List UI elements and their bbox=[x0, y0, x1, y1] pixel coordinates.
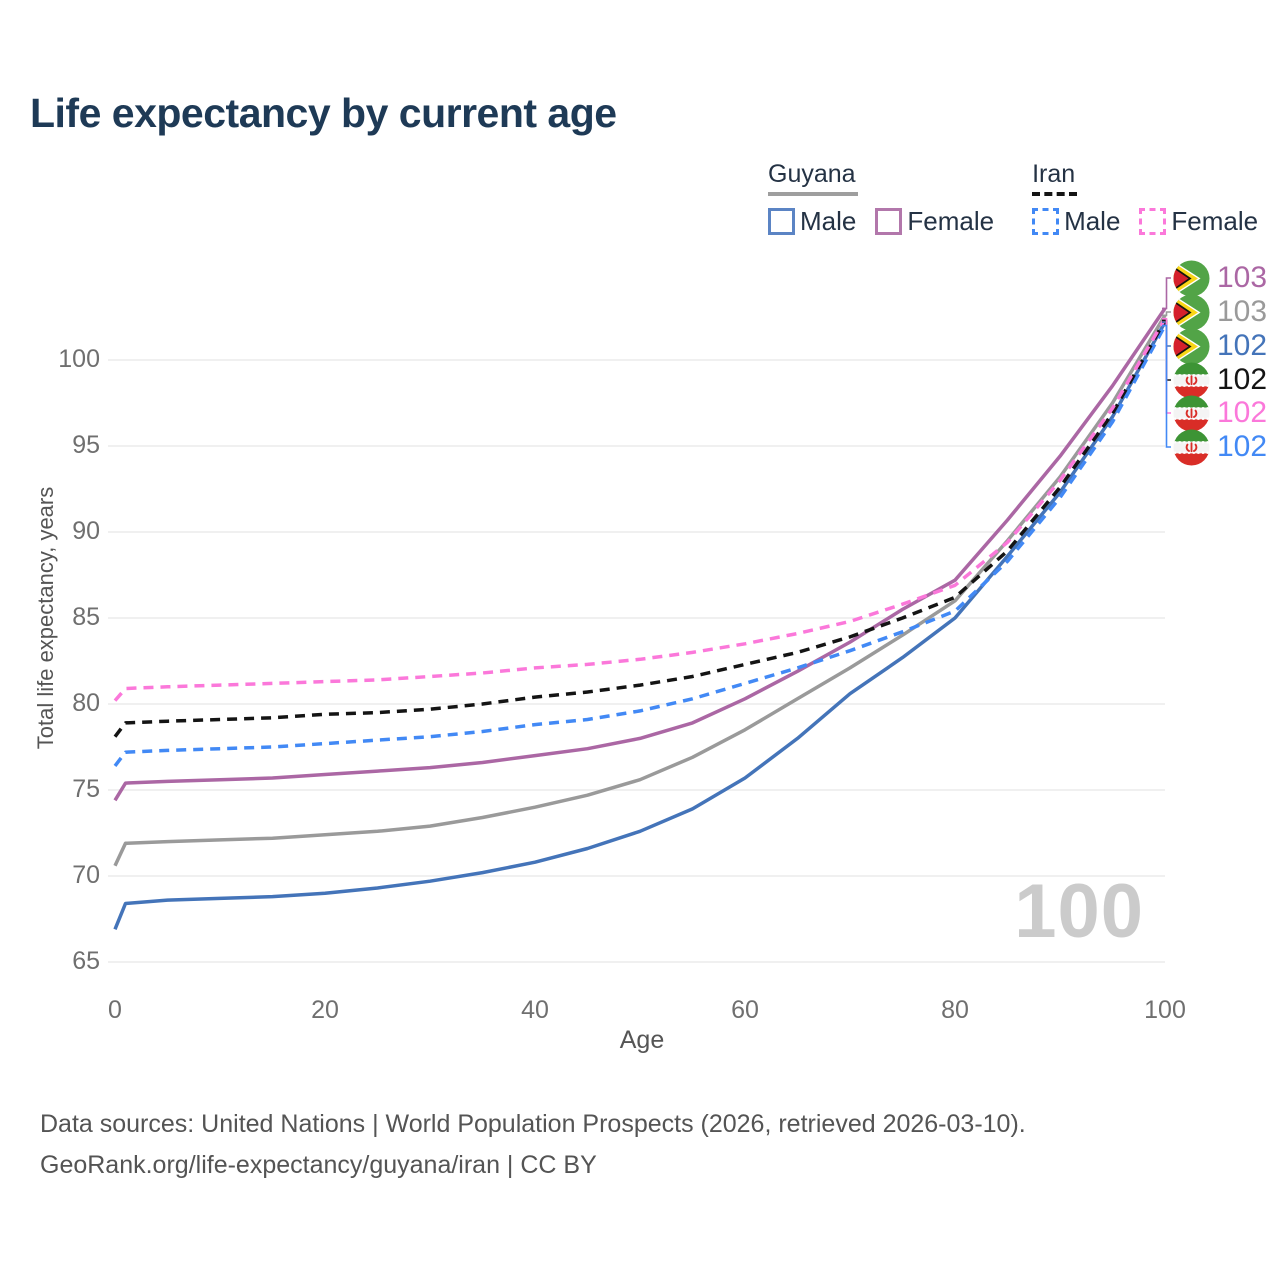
x-tick-label-100: 100 bbox=[1144, 996, 1186, 1024]
end-label-value: 103 bbox=[1217, 261, 1268, 294]
footer-data-sources: Data sources: United Nations | World Pop… bbox=[40, 1110, 1026, 1138]
legend: Guyana Male Female Iran Male bbox=[768, 160, 1258, 237]
end-label-guyana-male: 102 bbox=[1173, 327, 1267, 365]
y-tick-label-80: 80 bbox=[72, 689, 100, 717]
legend-item-iran-female[interactable]: Female bbox=[1139, 206, 1258, 237]
x-tick-label-80: 80 bbox=[941, 996, 969, 1024]
x-tick-label-60: 60 bbox=[731, 996, 759, 1024]
end-label-connector-guyana-both-sexes bbox=[1162, 311, 1171, 317]
iran-female-swatch-icon bbox=[1139, 208, 1167, 235]
end-label-iran-both-sexes: 102 bbox=[1173, 361, 1267, 399]
legend-items-iran: Male Female bbox=[1032, 206, 1258, 237]
footer: Data sources: United Nations | World Pop… bbox=[40, 1104, 1026, 1186]
end-label-guyana-female: 103 bbox=[1173, 259, 1267, 297]
legend-item-iran-male[interactable]: Male bbox=[1032, 206, 1120, 237]
x-axis-title: Age bbox=[619, 1026, 665, 1054]
guyana-flag-icon bbox=[1173, 327, 1210, 365]
legend-country-guyana[interactable]: Guyana bbox=[768, 160, 858, 196]
x-tick-label-40: 40 bbox=[521, 996, 549, 1024]
legend-items-guyana: Male Female bbox=[768, 206, 994, 237]
end-label-iran-female: 102 bbox=[1173, 394, 1267, 432]
legend-item-label: Male bbox=[800, 206, 857, 236]
end-label-connector-guyana-female bbox=[1162, 277, 1171, 310]
end-label-value: 102 bbox=[1217, 363, 1268, 396]
legend-country-label: Guyana bbox=[768, 160, 856, 188]
legend-item-guyana-male[interactable]: Male bbox=[768, 206, 856, 237]
end-label-iran-male: 102 bbox=[1173, 428, 1267, 466]
age-watermark: 100 bbox=[1014, 869, 1144, 954]
legend-country-iran[interactable]: Iran bbox=[1032, 160, 1078, 196]
legend-group-guyana: Guyana Male Female bbox=[768, 160, 994, 237]
y-tick-label-65: 65 bbox=[72, 947, 100, 975]
y-tick-label-70: 70 bbox=[72, 861, 100, 889]
y-tick-label-90: 90 bbox=[72, 517, 100, 545]
guyana-flag-icon bbox=[1173, 259, 1210, 297]
series-line-iran-male[interactable] bbox=[113, 324, 1167, 767]
legend-country-label: Iran bbox=[1032, 160, 1076, 188]
end-label-guyana-both-sexes: 103 bbox=[1173, 293, 1267, 331]
y-tick-label-95: 95 bbox=[72, 431, 100, 459]
end-label-value: 102 bbox=[1217, 329, 1268, 362]
iran-male-swatch-icon bbox=[1032, 208, 1060, 235]
legend-item-label: Female bbox=[907, 206, 995, 236]
y-tick-label-100: 100 bbox=[58, 345, 100, 373]
series-line-iran-both-sexes[interactable] bbox=[113, 319, 1167, 738]
y-tick-label-85: 85 bbox=[72, 603, 100, 631]
series-line-guyana-both-sexes[interactable] bbox=[113, 314, 1167, 867]
series-line-iran-female[interactable] bbox=[113, 317, 1167, 702]
legend-item-guyana-female[interactable]: Female bbox=[875, 206, 994, 237]
page-title: Life expectancy by current age bbox=[30, 90, 617, 136]
iran-flag-icon bbox=[1173, 361, 1210, 399]
iran-flag-icon bbox=[1173, 428, 1210, 466]
guyana-flag-icon bbox=[1173, 293, 1210, 331]
end-label-value: 103 bbox=[1217, 295, 1268, 328]
y-tick-label-75: 75 bbox=[72, 775, 100, 803]
end-label-value: 102 bbox=[1217, 396, 1268, 429]
footer-link[interactable]: GeoRank.org/life-expectancy/guyana/iran … bbox=[40, 1151, 597, 1179]
guyana-male-swatch-icon bbox=[768, 208, 795, 235]
x-tick-label-0: 0 bbox=[108, 996, 122, 1024]
series-line-guyana-female[interactable] bbox=[113, 307, 1167, 802]
guyana-female-swatch-icon bbox=[875, 208, 903, 235]
legend-item-label: Female bbox=[1171, 206, 1259, 236]
x-tick-label-20: 20 bbox=[311, 996, 339, 1024]
iran-flag-icon bbox=[1173, 394, 1210, 432]
legend-group-iran: Iran Male Female bbox=[1032, 160, 1258, 237]
end-label-connector-iran-male bbox=[1162, 324, 1171, 448]
series-line-guyana-male[interactable] bbox=[113, 321, 1167, 930]
legend-item-label: Male bbox=[1064, 206, 1121, 236]
end-label-value: 102 bbox=[1217, 430, 1268, 463]
